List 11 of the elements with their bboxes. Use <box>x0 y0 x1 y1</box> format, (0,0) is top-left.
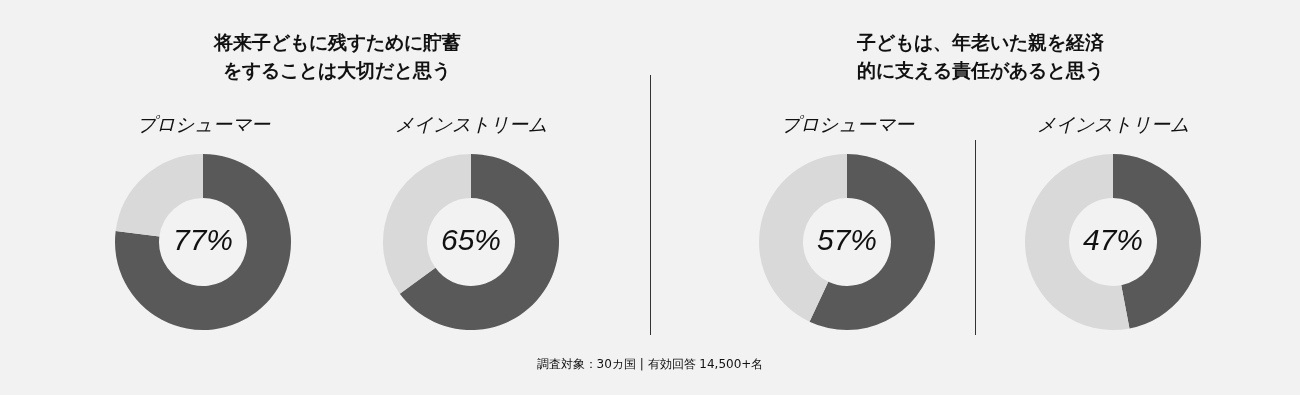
text: 子どもは、年老いた親を経済的に支える責任があると思う <box>855 30 1105 83</box>
text: 将来子どもに残すために貯蓄をすることは大切だと思う <box>212 30 462 83</box>
text: 調査対象：30カ国 | 有効回答 14,500+名 <box>535 356 765 373</box>
chart-subtitle: メインストリーム <box>1036 112 1190 137</box>
data-label: 57% <box>816 223 878 257</box>
data-label: 47% <box>1082 223 1144 257</box>
chart-subtitle: プロシューマー <box>135 112 272 137</box>
chart-subtitle: プロシューマー <box>779 112 916 137</box>
data-label: 65% <box>440 223 502 257</box>
data-label: 77% <box>172 223 234 257</box>
chart-subtitle: メインストリーム <box>394 112 548 137</box>
